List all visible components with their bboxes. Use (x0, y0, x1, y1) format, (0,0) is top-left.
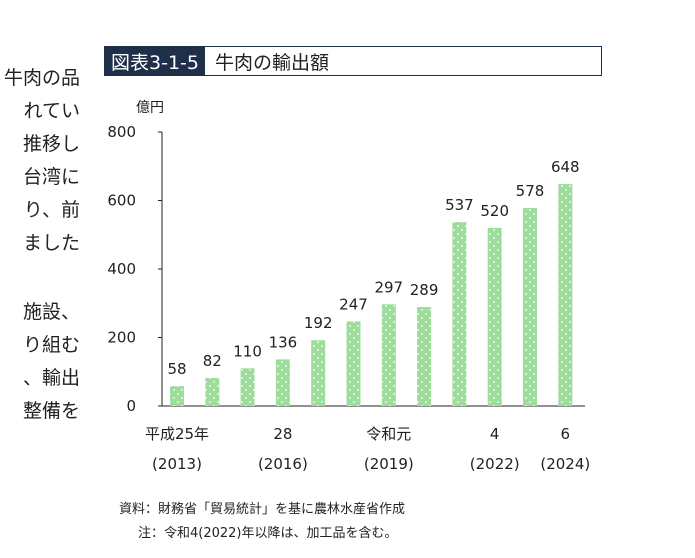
bar-2021 (452, 222, 467, 406)
bar-2020 (417, 307, 432, 406)
body-text-line: 台湾に (22, 166, 80, 188)
body-text-line: 推移し (22, 133, 80, 155)
data-label-2014: 82 (203, 352, 222, 370)
body-text-line: り、前 (23, 199, 80, 221)
x-tick-year: (2024) (540, 455, 590, 473)
x-tick-year: (2022) (470, 455, 520, 473)
body-text-line: り組む (22, 334, 80, 356)
data-label-2017: 192 (304, 314, 333, 332)
x-tick-year: (2019) (364, 455, 414, 473)
data-label-2015: 110 (233, 342, 262, 360)
x-tick-label: 6 (561, 425, 571, 443)
y-tick-label: 0 (126, 397, 136, 415)
y-axis-label: 億円 (136, 100, 164, 116)
figure-title: 牛肉の輸出額 (214, 51, 329, 74)
data-label-2019: 297 (374, 278, 403, 296)
body-text-line: 施設、 (22, 301, 80, 323)
data-label-2018: 247 (339, 295, 368, 313)
bar-2017 (311, 340, 326, 406)
figure-title-box: 図表3-1-5 牛肉の輸出額 (104, 46, 602, 76)
bar-2022 (487, 227, 502, 406)
bar-2014 (205, 377, 220, 406)
data-label-2016: 136 (269, 333, 298, 351)
x-tick-label: 平成25年 (145, 425, 209, 443)
data-label-2020: 289 (410, 281, 439, 299)
body-text-line: れてい (23, 100, 80, 122)
bar-2018 (346, 321, 361, 406)
x-tick-year: (2013) (152, 455, 202, 473)
bar-2024 (558, 184, 573, 406)
body-text-line: 牛肉の品 (3, 67, 80, 89)
body-text-line: 、輸出 (22, 367, 80, 389)
x-tick-label: 28 (273, 425, 292, 443)
data-label-2013: 58 (167, 360, 186, 378)
body-text-line: ました (22, 232, 80, 254)
data-label-2021: 537 (445, 196, 474, 214)
body-text-line: 整備を (22, 400, 80, 422)
source-text: 資料：財務省「貿易統計」を基に農林水産省作成 (119, 502, 406, 517)
x-tick-year: (2016) (258, 455, 308, 473)
y-tick-label: 400 (107, 260, 136, 278)
x-tick-label: 令和元 (366, 425, 411, 443)
bar-2019 (381, 304, 396, 406)
y-tick-label: 800 (107, 123, 136, 141)
data-label-2024: 648 (551, 158, 580, 176)
y-tick-label: 600 (107, 192, 136, 210)
data-label-2022: 520 (480, 202, 509, 220)
data-label-2023: 578 (516, 182, 545, 200)
y-tick-label: 200 (107, 329, 136, 347)
bar-2016 (275, 359, 290, 406)
bar-2023 (523, 208, 537, 406)
bar-2015 (240, 368, 255, 406)
bar-2013 (170, 386, 184, 406)
note-text: 注：令和4(2022)年以降は、加工品を含む。 (138, 526, 398, 541)
x-tick-label: 4 (490, 425, 500, 443)
body-text-fragment: 牛肉の品れてい推移し台湾にり、前ました施設、り組む、輸出整備を (0, 62, 80, 428)
figure-number: 図表3-1-5 (105, 47, 205, 75)
